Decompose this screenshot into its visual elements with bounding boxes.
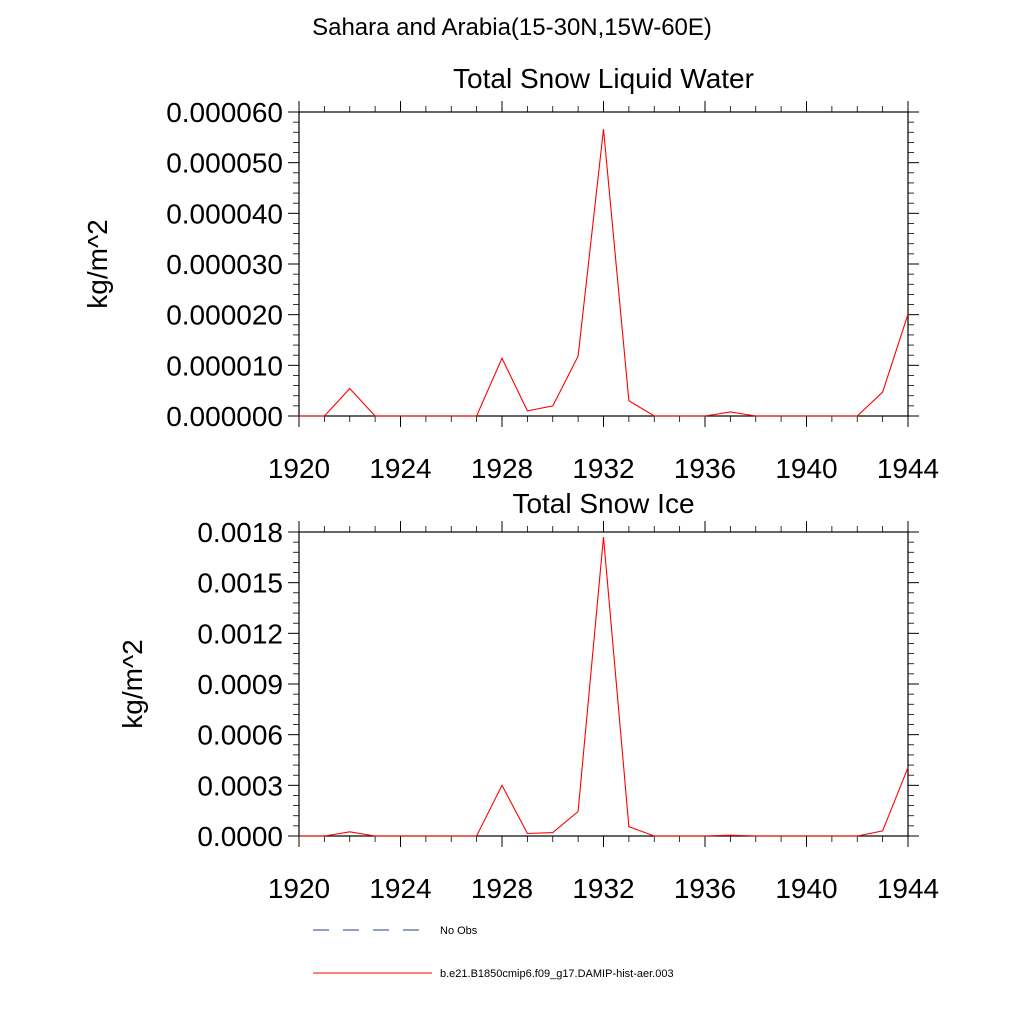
chart-panel-2: Total Snow Ice 0.0000 0.0003 0.0006 0.0009 0.…	[117, 488, 939, 904]
series-line	[299, 129, 909, 417]
plot-frame	[298, 531, 909, 837]
x-tick-label: 1944	[877, 873, 939, 904]
legend: No Obs b.e21.B1850cmip6.f09_g17.DAMIP-his…	[313, 925, 674, 980]
y-tick-label: 0.0003	[197, 770, 283, 801]
y-tick-label: 0.000020	[166, 300, 283, 331]
x-tick-label: 1932	[572, 453, 634, 484]
x-tick-label: 1936	[674, 453, 736, 484]
x-tick-label: 1932	[572, 873, 634, 904]
y-tick-label: 0.0009	[197, 669, 283, 700]
x-tick-label: 1924	[369, 873, 431, 904]
y-tick-label: 0.0006	[197, 720, 283, 751]
y-tick-label: 0.000010	[166, 350, 283, 381]
x-tick-label: 1940	[775, 453, 837, 484]
legend-label: b.e21.B1850cmip6.f09_g17.DAMIP-hist-aer.…	[440, 968, 674, 980]
y-tick-label: 0.000040	[166, 198, 283, 229]
x-tick-label: 1920	[268, 453, 330, 484]
chart-title: Total Snow Liquid Water	[453, 63, 754, 94]
plot-frame	[298, 111, 909, 417]
chart-title: Total Snow Ice	[512, 488, 694, 519]
x-tick-label: 1936	[674, 873, 736, 904]
y-tick-label: 0.0012	[197, 618, 283, 649]
legend-label: No Obs	[440, 925, 478, 937]
y-tick-label: 0.0018	[197, 517, 283, 548]
y-tick-label: 0.0015	[197, 568, 283, 599]
y-axis-label: kg/m^2	[117, 639, 148, 728]
y-tick-label: 0.0000	[197, 821, 283, 852]
x-tick-label: 1928	[471, 873, 533, 904]
chart-panel-1: Total Snow Liquid Water 0.000000 0.000010 0…	[82, 63, 939, 484]
x-tick-label: 1920	[268, 873, 330, 904]
x-tick-label: 1940	[775, 873, 837, 904]
legend-item-1: No Obs	[313, 925, 478, 937]
legend-item-2: b.e21.B1850cmip6.f09_g17.DAMIP-hist-aer.…	[313, 968, 674, 980]
y-axis-label: kg/m^2	[82, 219, 113, 308]
y-tick-label: 0.000060	[166, 97, 283, 128]
page-title: Sahara and Arabia(15-30N,15W-60E)	[312, 14, 712, 41]
y-tick-label: 0.000030	[166, 249, 283, 280]
y-tick-label: 0.000000	[166, 401, 283, 432]
x-tick-label: 1928	[471, 453, 533, 484]
series-line	[299, 537, 909, 837]
x-tick-label: 1944	[877, 453, 939, 484]
x-tick-label: 1924	[369, 453, 431, 484]
y-tick-label: 0.000050	[166, 148, 283, 179]
